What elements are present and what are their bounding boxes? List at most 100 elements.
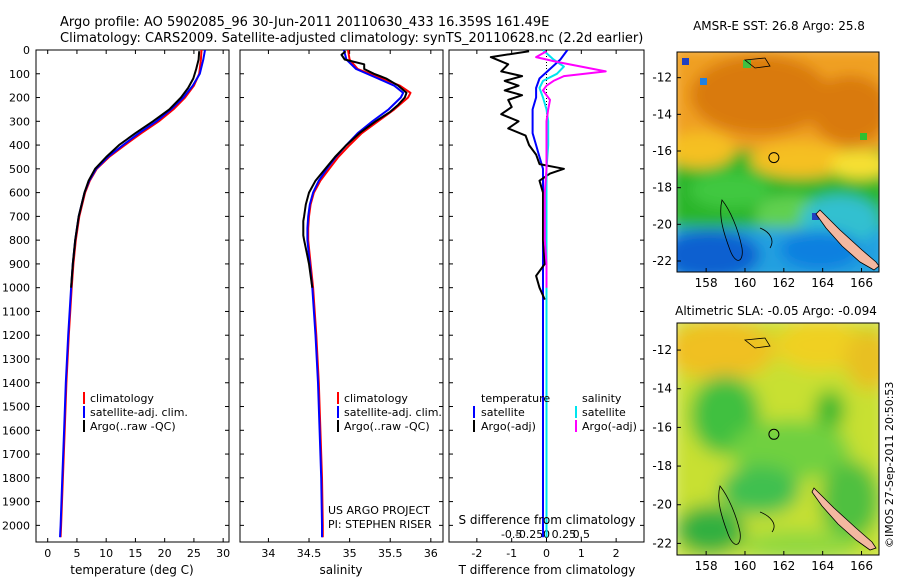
legend-title-temperature: temperature	[481, 392, 550, 405]
map-x-tick-label: 160	[734, 559, 757, 573]
sst-cell	[743, 60, 751, 68]
legend-label-argo: Argo(..raw -QC)	[344, 420, 430, 433]
y-tick-label: 1600	[2, 424, 30, 437]
difference-lines	[489, 50, 607, 538]
x-tick-label: 0	[44, 547, 51, 560]
project-label: US ARGO PROJECT	[328, 504, 430, 517]
temperature-panel-frame	[35, 49, 230, 543]
reef-contour	[720, 199, 743, 261]
figure-title-line2: Climatology: CARS2009. Satellite-adjuste…	[60, 31, 643, 46]
map-y-tick-label: -20	[652, 217, 672, 231]
series-line-satellite-adj-clim	[59, 50, 206, 538]
reef-contour	[759, 227, 773, 249]
y-tick-label: 300	[9, 115, 30, 128]
imos-credit: ©IMOS 27-Sep-2011 20:50:53	[883, 382, 896, 548]
x-tick-label: 1	[578, 547, 585, 560]
x-tick-label: 35	[343, 547, 357, 560]
legend-label-climatology: climatology	[344, 392, 408, 405]
x-tick-label: 15	[128, 547, 142, 560]
y-tick-label: 0	[23, 44, 30, 57]
series-line-temperature-argo-adj	[489, 50, 565, 301]
y-tick-label: 1800	[2, 472, 30, 485]
map-y-tick-label: -22	[652, 536, 672, 550]
map-y-tick-label: -22	[652, 254, 672, 268]
series-line-satellite-adj-clim	[306, 50, 405, 538]
map-y-tick-label: -12	[652, 71, 672, 85]
s-difference-tick-label: 0.5	[573, 528, 591, 541]
x-tick-label: 30	[216, 547, 230, 560]
map-y-tick-label: -14	[652, 107, 672, 121]
x-tick-label: 5	[73, 547, 80, 560]
x-tick-label: 0	[543, 547, 550, 560]
y-tick-label: 2000	[2, 519, 30, 532]
figure-title-line1: Argo profile: AO 5902085_96 30-Jun-2011 …	[60, 15, 549, 30]
map-y-tick-label: -20	[652, 498, 672, 512]
x-tick-label: -2	[471, 547, 482, 560]
salinity-legend: climatology satellite-adj. clim. Argo(..…	[337, 392, 442, 433]
argo-position-marker	[768, 152, 780, 164]
temperature-axes: 0100200300400500600700800900100011001200…	[2, 44, 230, 560]
y-tick-label: 1200	[2, 329, 30, 342]
reef-contour	[743, 57, 771, 69]
series-line-argo-raw-qc	[70, 51, 201, 288]
x-tick-label: 34.5	[297, 547, 322, 560]
difference-axes: -2 -1 0 1 2-0.5-0.25 0 0.250.5	[449, 49, 644, 560]
temperature-xlabel: temperature (deg C)	[70, 563, 193, 577]
sla-map-title: Altimetric SLA: -0.05 Argo: -0.094	[675, 304, 877, 318]
y-tick-label: 800	[9, 234, 30, 247]
legend-label-climatology: climatology	[90, 392, 154, 405]
map-x-tick-label: 162	[772, 276, 795, 290]
map-y-tick-label: -18	[652, 459, 672, 473]
legend-label-sal-satellite: satellite	[582, 406, 626, 419]
y-tick-label: 700	[9, 210, 30, 223]
salinity-xlabel: salinity	[319, 563, 362, 577]
salinity-axes: 34 34.5 35 35.5 36	[240, 49, 443, 560]
series-line-climatology	[307, 50, 412, 538]
map-x-tick-label: 160	[734, 276, 757, 290]
map-x-tick-label: 166	[850, 559, 873, 573]
x-tick-label: 35.5	[378, 547, 403, 560]
sst-map-axes: 158 160 162 164 166 -12 -14 -16 -18 -20 -22	[652, 71, 873, 290]
map-x-tick-label: 158	[695, 559, 718, 573]
y-tick-label: 1300	[2, 353, 30, 366]
s-difference-tick-label: 0.25	[552, 528, 577, 541]
sst-cell	[812, 213, 819, 220]
sst-map	[677, 52, 879, 272]
y-tick-label: 400	[9, 139, 30, 152]
x-tick-label: 25	[187, 547, 201, 560]
legend-label-argo: Argo(..raw -QC)	[90, 420, 176, 433]
new-caledonia-land	[815, 209, 879, 271]
y-tick-label: 1100	[2, 305, 30, 318]
argo-position-marker	[768, 428, 780, 440]
legend-label-satellite: satellite-adj. clim.	[90, 406, 188, 419]
reef-contour	[743, 337, 771, 349]
salinity-panel-frame	[239, 49, 444, 543]
y-tick-label: 1900	[2, 496, 30, 509]
s-difference-tick-label: -0.5	[501, 528, 522, 541]
map-y-tick-label: -14	[652, 382, 672, 396]
y-tick-label: 600	[9, 187, 30, 200]
x-tick-label: 20	[158, 547, 172, 560]
y-tick-label: 1400	[2, 377, 30, 390]
temperature-legend: climatology satellite-adj. clim. Argo(..…	[83, 392, 188, 433]
difference-top-xlabel: S difference from climatology	[459, 513, 636, 527]
series-line-climatology	[59, 50, 203, 538]
map-x-tick-label: 162	[772, 559, 795, 573]
y-tick-label: 1700	[2, 448, 30, 461]
map-y-tick-label: -12	[652, 343, 672, 357]
x-tick-label: -1	[506, 547, 517, 560]
series-line-salinity-argo-adj	[535, 50, 607, 288]
sla-field	[677, 323, 879, 555]
y-tick-label: 1500	[2, 401, 30, 414]
map-x-tick-label: 158	[695, 276, 718, 290]
new-caledonia-land	[811, 487, 877, 551]
y-tick-label: 200	[9, 92, 30, 105]
y-tick-label: 100	[9, 68, 30, 81]
y-tick-label: 900	[9, 258, 30, 271]
difference-xlabel: T difference from climatology	[458, 563, 636, 577]
reef-contour	[759, 511, 775, 533]
map-y-tick-label: -16	[652, 420, 672, 434]
reef-contour	[718, 485, 741, 545]
legend-label-sal-argo: Argo(-adj)	[582, 420, 637, 433]
